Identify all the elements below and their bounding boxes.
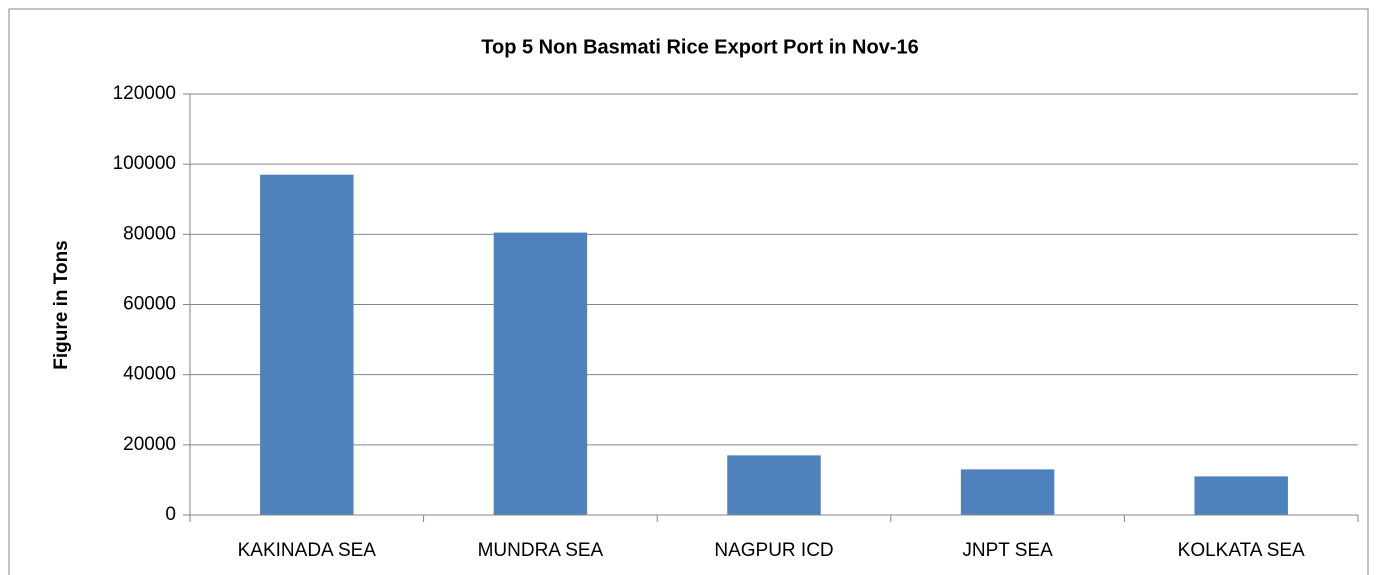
y-tick-label: 40000 [123,364,176,385]
x-tick-label: KAKINADA SEA [238,540,377,561]
y-tick-label: 60000 [123,294,176,315]
y-tick-label: 80000 [123,223,176,244]
y-tick-label: 120000 [113,83,176,104]
bar [260,174,354,516]
y-tick-label: 0 [165,504,176,525]
chart-title: Top 5 Non Basmati Rice Export Port in No… [481,36,918,58]
y-tick-label: 20000 [123,434,176,455]
x-tick-label: KOLKATA SEA [1178,540,1305,561]
bar [960,469,1055,515]
x-tick-label: NAGPUR ICD [714,540,833,561]
bar [727,455,821,515]
x-tick-label: MUNDRA SEA [478,540,604,561]
y-tick-label: 100000 [113,153,176,174]
bar [1194,476,1288,515]
chart-border [8,8,1369,575]
x-tick-label: JNPT SEA [962,540,1053,561]
y-axis-label: Figure in Tons [51,240,72,369]
bar [493,232,588,515]
